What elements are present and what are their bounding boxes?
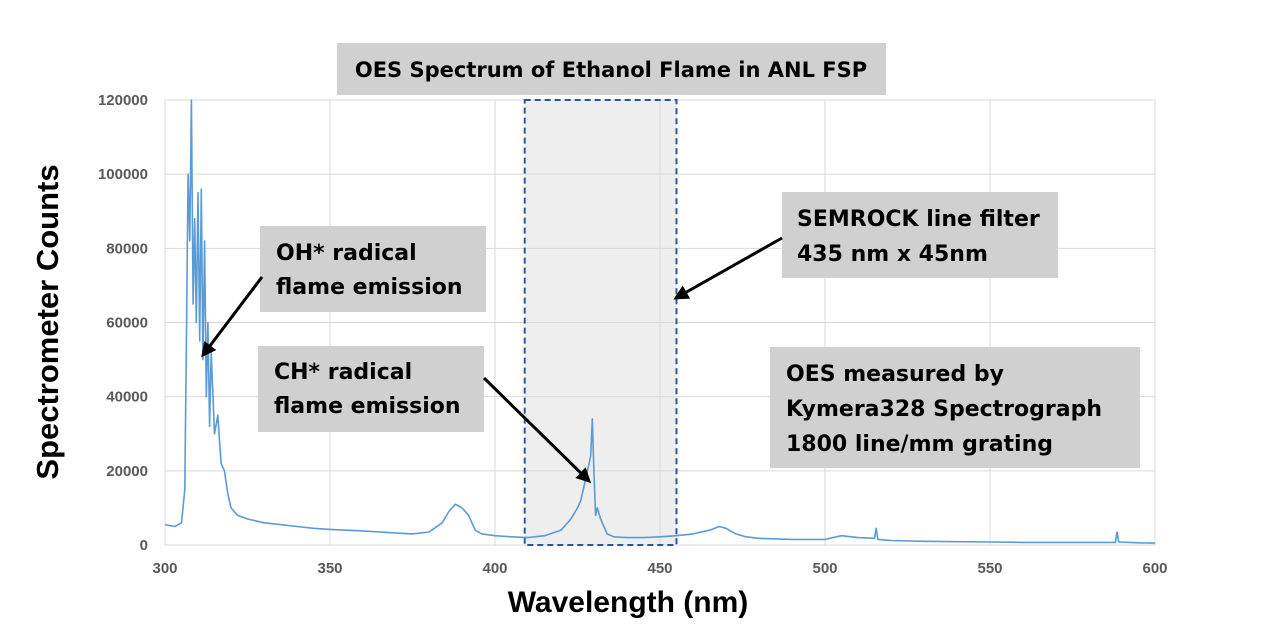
oh-annotation-box [260, 226, 486, 312]
ch-annotation-line-2: flame emission [274, 394, 461, 419]
filter-annotation-line-2: 435 nm x 45nm [797, 242, 988, 267]
y-tick-label: 40000 [106, 389, 148, 406]
ch-annotation-box [258, 346, 484, 432]
y-tick-label: 120000 [98, 92, 148, 109]
y-axis-ticks: 0 20000 40000 60000 80000 100000 120000 [98, 92, 148, 554]
y-tick-label: 60000 [106, 315, 148, 332]
y-tick-label: 80000 [106, 240, 148, 257]
oh-arrow [201, 276, 264, 358]
filter-band [523, 99, 678, 546]
ch-arrow [482, 376, 592, 484]
y-tick-label: 20000 [106, 463, 148, 480]
x-axis-label: Wavelength (nm) [508, 586, 749, 619]
title-box [337, 43, 886, 95]
x-axis-ticks: 300 350 400 450 500 550 600 [152, 560, 1167, 577]
ch-annotation-line-1: CH* radical [274, 360, 412, 385]
chart-title: OES Spectrum of Ethanol Flame in ANL FSP [355, 58, 867, 82]
filter-arrow [673, 236, 783, 300]
oh-annotation-line-2: flame emission [276, 275, 463, 300]
x-tick-label: 450 [647, 560, 672, 577]
filter-annotation-box [782, 192, 1058, 278]
x-tick-label: 550 [977, 560, 1002, 577]
x-tick-label: 350 [317, 560, 342, 577]
oes-annotation-line-1: OES measured by [786, 362, 1004, 387]
x-tick-label: 600 [1142, 560, 1167, 577]
filter-annotation-line-1: SEMROCK line filter [797, 207, 1040, 232]
y-tick-label: 0 [140, 537, 148, 554]
oes-annotation-line-2: Kymera328 Spectrograph [786, 397, 1102, 422]
oes-annotation-box [770, 347, 1140, 468]
x-tick-label: 400 [482, 560, 507, 577]
oes-annotation-line-3: 1800 line/mm grating [786, 432, 1053, 457]
y-tick-label: 100000 [98, 166, 148, 183]
filter-band-rect [523, 99, 678, 546]
oh-annotation-line-1: OH* radical [276, 241, 417, 266]
x-tick-label: 500 [812, 560, 837, 577]
y-axis-label: Spectrometer Counts [30, 164, 65, 479]
x-tick-label: 300 [152, 560, 177, 577]
